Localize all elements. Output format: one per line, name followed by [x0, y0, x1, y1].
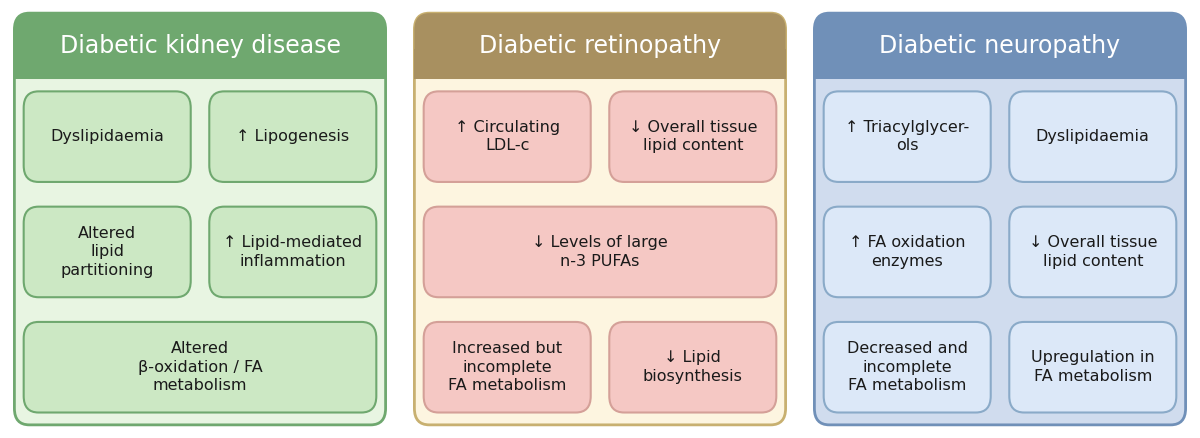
FancyBboxPatch shape — [209, 207, 377, 297]
Text: ↑ Circulating
LDL-c: ↑ Circulating LDL-c — [455, 120, 559, 153]
Text: Altered
lipid
partitioning: Altered lipid partitioning — [60, 226, 154, 278]
Text: Diabetic neuropathy: Diabetic neuropathy — [880, 34, 1121, 58]
FancyBboxPatch shape — [815, 13, 1186, 79]
FancyBboxPatch shape — [14, 13, 385, 79]
Text: Upregulation in
FA metabolism: Upregulation in FA metabolism — [1031, 350, 1154, 384]
FancyBboxPatch shape — [14, 13, 385, 425]
Text: ↓ Overall tissue
lipid content: ↓ Overall tissue lipid content — [629, 120, 757, 153]
FancyBboxPatch shape — [24, 322, 377, 413]
Bar — [815, 49, 1186, 79]
FancyBboxPatch shape — [424, 322, 590, 413]
Text: ↑ Lipogenesis: ↑ Lipogenesis — [236, 129, 349, 144]
Text: Dyslipidaemia: Dyslipidaemia — [50, 129, 164, 144]
Text: ↓ Lipid
biosynthesis: ↓ Lipid biosynthesis — [643, 350, 743, 384]
FancyBboxPatch shape — [610, 322, 776, 413]
Bar — [414, 49, 786, 79]
FancyBboxPatch shape — [1009, 322, 1176, 413]
FancyBboxPatch shape — [424, 92, 590, 182]
Text: Diabetic retinopathy: Diabetic retinopathy — [479, 34, 721, 58]
Text: ↓ Overall tissue
lipid content: ↓ Overall tissue lipid content — [1028, 235, 1157, 269]
FancyBboxPatch shape — [424, 207, 776, 297]
FancyBboxPatch shape — [1009, 207, 1176, 297]
FancyBboxPatch shape — [1009, 92, 1176, 182]
Text: Altered
β-oxidation / FA
metabolism: Altered β-oxidation / FA metabolism — [138, 341, 263, 393]
FancyBboxPatch shape — [823, 92, 991, 182]
FancyBboxPatch shape — [610, 92, 776, 182]
Text: ↑ Triacylglycer-
ols: ↑ Triacylglycer- ols — [845, 120, 970, 153]
FancyBboxPatch shape — [414, 13, 786, 79]
Text: ↓ Levels of large
n-3 PUFAs: ↓ Levels of large n-3 PUFAs — [532, 235, 668, 269]
FancyBboxPatch shape — [209, 92, 377, 182]
FancyBboxPatch shape — [24, 207, 191, 297]
FancyBboxPatch shape — [823, 207, 991, 297]
FancyBboxPatch shape — [815, 13, 1186, 425]
Text: ↑ Lipid-mediated
inflammation: ↑ Lipid-mediated inflammation — [223, 235, 362, 269]
Text: Diabetic kidney disease: Diabetic kidney disease — [60, 34, 341, 58]
Text: Increased but
incomplete
FA metabolism: Increased but incomplete FA metabolism — [448, 341, 566, 393]
Text: Decreased and
incomplete
FA metabolism: Decreased and incomplete FA metabolism — [847, 341, 967, 393]
Bar — [14, 49, 385, 79]
FancyBboxPatch shape — [24, 92, 191, 182]
FancyBboxPatch shape — [823, 322, 991, 413]
Text: ↑ FA oxidation
enzymes: ↑ FA oxidation enzymes — [848, 235, 966, 269]
FancyBboxPatch shape — [414, 13, 786, 425]
Text: Dyslipidaemia: Dyslipidaemia — [1036, 129, 1150, 144]
